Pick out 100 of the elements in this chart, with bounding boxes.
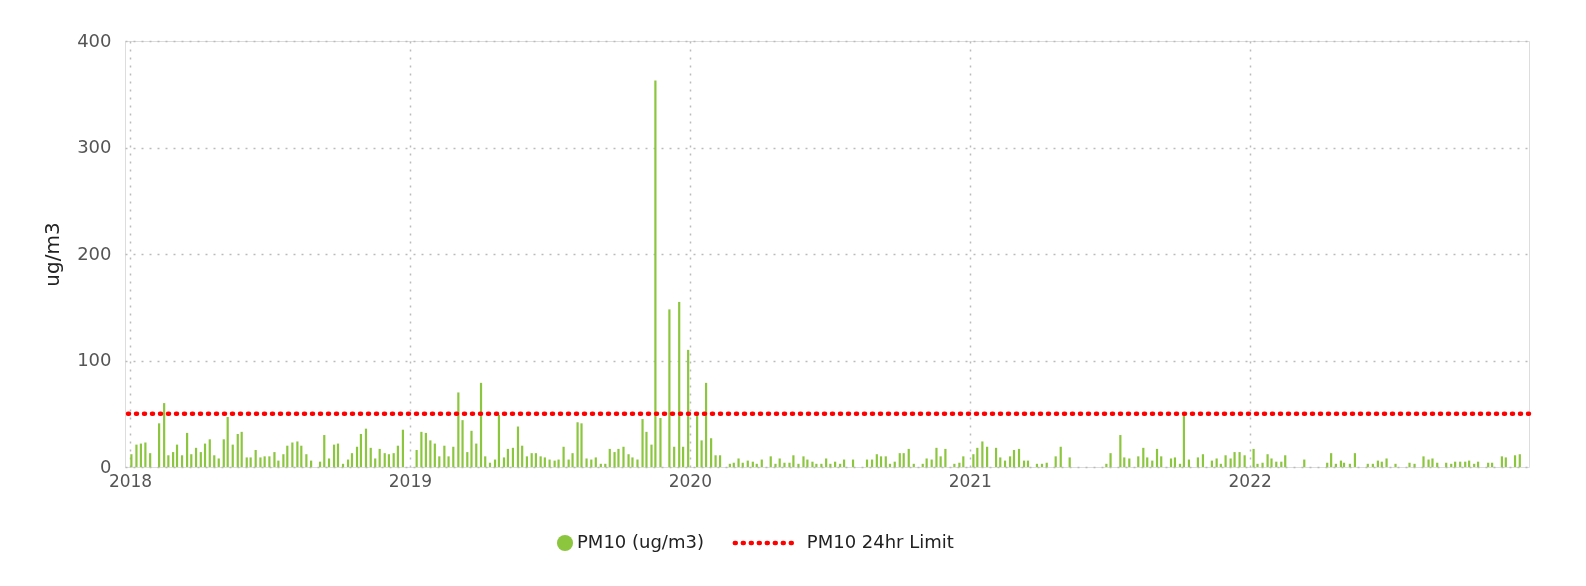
bar	[1224, 455, 1227, 467]
bar	[783, 462, 786, 467]
bar	[305, 454, 308, 467]
bar	[323, 435, 326, 467]
bar	[415, 449, 418, 467]
bar	[902, 453, 905, 467]
bar	[484, 456, 487, 467]
bar	[296, 441, 299, 467]
bar	[208, 439, 211, 467]
bar	[231, 444, 234, 467]
bar	[631, 457, 634, 467]
bar	[172, 452, 175, 467]
bar	[511, 447, 515, 467]
bar	[1160, 456, 1163, 467]
bar	[383, 453, 386, 467]
bar	[130, 454, 133, 467]
x-tick-label: 2020	[668, 470, 712, 491]
bar	[1123, 457, 1126, 467]
bar	[502, 457, 506, 467]
bar	[199, 452, 202, 467]
bar	[163, 403, 166, 467]
bar	[700, 440, 703, 467]
bar	[1261, 462, 1264, 467]
bar	[976, 447, 979, 467]
bar	[1266, 454, 1269, 467]
bar	[359, 433, 363, 467]
bar	[1119, 435, 1122, 467]
bar	[186, 432, 189, 467]
bar	[180, 455, 184, 467]
bar	[1408, 462, 1411, 467]
bar	[1146, 457, 1149, 467]
bar	[466, 452, 469, 467]
bar	[249, 457, 252, 467]
bar	[557, 459, 560, 467]
bar	[571, 453, 574, 467]
bar	[534, 453, 537, 467]
bar	[447, 456, 450, 467]
bar	[401, 429, 405, 467]
bar	[364, 428, 368, 467]
bar	[608, 448, 611, 467]
bar	[282, 454, 285, 467]
bar	[999, 457, 1002, 467]
bar	[627, 454, 630, 467]
bar	[175, 444, 179, 467]
bar	[1173, 457, 1177, 467]
bar	[1385, 458, 1388, 467]
bar	[562, 446, 565, 467]
bar	[1233, 452, 1236, 467]
bar	[1353, 453, 1357, 467]
bar	[263, 456, 266, 467]
bar	[1169, 458, 1173, 467]
bar	[190, 454, 193, 467]
bar	[327, 458, 331, 467]
bar	[714, 455, 717, 467]
y-axis-title: ug/m3	[40, 222, 65, 287]
bar	[884, 456, 887, 467]
bar	[769, 456, 772, 467]
bar	[802, 456, 805, 467]
bar	[374, 458, 377, 467]
y-tick-label: 100	[77, 349, 112, 370]
bar	[1142, 447, 1145, 467]
bar	[539, 456, 542, 467]
bar	[1427, 459, 1430, 467]
bar	[1128, 458, 1131, 467]
bar	[811, 461, 814, 467]
bar	[530, 453, 533, 467]
bar	[576, 422, 579, 467]
bar	[875, 454, 878, 467]
bar	[617, 448, 620, 467]
bar	[797, 463, 800, 467]
bar	[774, 463, 777, 467]
bar	[158, 423, 161, 467]
bar	[594, 457, 597, 467]
bar	[718, 455, 722, 467]
bar	[429, 440, 432, 467]
legend-label: PM10 (ug/m3)	[577, 531, 704, 552]
bar	[332, 444, 336, 467]
bar	[245, 457, 248, 467]
bar	[825, 458, 828, 467]
bar	[1137, 456, 1140, 467]
bar	[420, 431, 423, 467]
bar	[962, 456, 965, 467]
y-tick-label: 300	[77, 136, 112, 157]
legend-label: PM10 24hr Limit	[806, 531, 954, 552]
bar	[543, 457, 546, 467]
bar	[1330, 453, 1333, 467]
bar	[1413, 463, 1416, 467]
bar	[613, 452, 616, 467]
bar	[654, 80, 657, 467]
bar	[254, 449, 257, 467]
bar	[1109, 453, 1112, 467]
x-tick-label: 2019	[388, 470, 433, 491]
bar	[424, 432, 427, 467]
bar	[516, 426, 520, 467]
bar	[939, 456, 942, 467]
bar	[548, 459, 551, 467]
bar	[1012, 449, 1016, 467]
bar	[1215, 458, 1218, 467]
bar	[925, 458, 928, 467]
y-tick-label: 400	[77, 29, 112, 51]
